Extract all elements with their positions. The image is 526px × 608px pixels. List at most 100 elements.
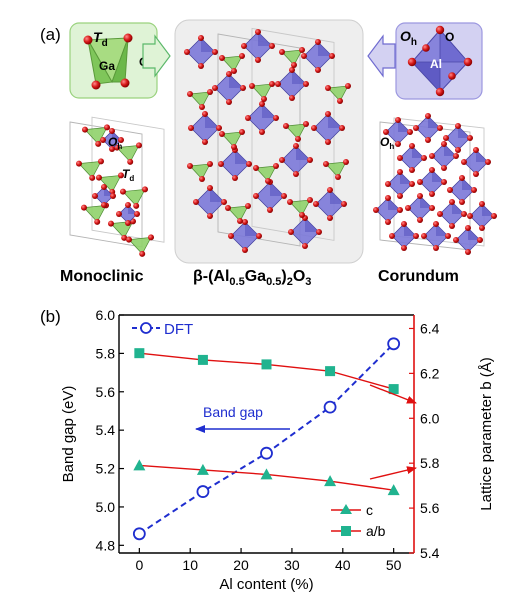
- octahedron-face: [270, 182, 284, 196]
- c-point: [133, 459, 146, 471]
- oxygen-atom: [401, 221, 407, 227]
- oxygen-atom: [231, 68, 237, 74]
- oxygen-atom: [125, 202, 131, 208]
- y-left-tick-label: 5.0: [96, 499, 116, 515]
- c-point: [196, 463, 209, 475]
- oxygen-atom: [441, 165, 447, 171]
- svg-text:Td: Td: [93, 29, 108, 49]
- tetrahedron: [78, 160, 102, 179]
- octahedron-face: [305, 218, 319, 232]
- oxygen-atom: [289, 67, 295, 73]
- oxygen-atom: [421, 233, 427, 239]
- oxygen-atom: [242, 247, 248, 253]
- oxygen-atom: [467, 135, 473, 141]
- oxygen-atom: [389, 233, 395, 239]
- oxygen-atom: [207, 161, 213, 167]
- oxygen-atom: [465, 225, 471, 231]
- oxygen-atom: [429, 167, 435, 173]
- unit-cell-edge: [393, 117, 485, 247]
- oxygen-atom: [126, 236, 132, 243]
- oxygen-atom: [273, 163, 279, 169]
- oxygen-atom: [253, 165, 259, 171]
- oxygen-atom: [397, 193, 403, 199]
- oxygen-atom: [95, 140, 102, 147]
- octahedron-face: [205, 114, 219, 128]
- y-right-tick-label: 5.6: [420, 500, 440, 516]
- c-point: [324, 475, 337, 487]
- octahedron-face: [292, 70, 306, 84]
- oxygen-atom: [142, 186, 148, 193]
- oxygen-atom: [255, 57, 261, 63]
- tetrahedron: [189, 163, 211, 180]
- oxygen-atom: [267, 207, 273, 213]
- oxygen-atom: [108, 220, 114, 227]
- legend-c-label: c: [366, 502, 373, 518]
- oxygen-atom: [89, 174, 96, 181]
- dft-point: [387, 337, 401, 351]
- oxygen-atom: [405, 205, 411, 211]
- svg-text:Oh: Oh: [108, 135, 122, 151]
- oxygen-atom: [239, 129, 245, 135]
- td-box: Td Ga O: [69, 22, 158, 99]
- octahedron-face: [458, 126, 470, 138]
- oxygen-atom: [265, 178, 271, 184]
- c-point: [260, 468, 273, 480]
- oxygen-atom: [114, 144, 120, 151]
- oxygen-atom: [193, 199, 199, 205]
- oxygen-atom: [307, 157, 313, 163]
- octahedron-face: [436, 224, 448, 236]
- octahedron-face: [420, 196, 432, 208]
- oxygen-atom: [441, 141, 447, 147]
- x-tick-label: 10: [182, 557, 198, 573]
- oxygen-atom: [441, 179, 447, 185]
- mono-td-symbol: T: [122, 167, 131, 181]
- octahedron-face: [398, 120, 410, 132]
- oxygen-atom: [409, 143, 415, 149]
- y-left-tick-label: 6.0: [96, 307, 116, 323]
- oxygen-atom: [409, 167, 415, 173]
- oxygen-atom: [397, 207, 403, 213]
- oxygen-atom: [299, 47, 305, 53]
- tetrahedron: [221, 55, 243, 72]
- x-tick-label: 20: [233, 557, 249, 573]
- oxygen-atom: [313, 201, 319, 207]
- oxygen-atom: [202, 139, 208, 145]
- oxygen-atom: [101, 184, 107, 190]
- octahedron-face: [201, 38, 215, 52]
- octahedron-face: [412, 146, 424, 158]
- oxygen-atom: [479, 201, 485, 207]
- green-arrow: [142, 34, 171, 78]
- oxygen-atom: [293, 143, 299, 149]
- oxygen-atom: [491, 213, 497, 219]
- oh-symbol: O: [400, 28, 411, 44]
- oxygen-atom: [148, 234, 154, 241]
- oxygen-atom: [459, 175, 465, 181]
- ga-label: Ga: [99, 59, 115, 73]
- oxygen-atom: [219, 131, 225, 137]
- octahedron-face: [245, 222, 259, 236]
- dft-point: [132, 527, 146, 541]
- oxygen-atom: [92, 193, 98, 199]
- oxygen-atom: [373, 207, 379, 213]
- oxygen-atom: [259, 101, 265, 107]
- oxygen-atom: [259, 129, 265, 135]
- oxygen-atom: [433, 245, 439, 251]
- oxygen-atom: [459, 199, 465, 205]
- oxygen-atom: [289, 95, 295, 101]
- oxygen-atom: [397, 169, 403, 175]
- mono-td-subscript: d: [129, 174, 134, 183]
- octahedron-face: [476, 150, 488, 162]
- y-right-tick-label: 5.8: [420, 455, 440, 471]
- oxygen-atom: [407, 129, 413, 135]
- oxygen-atom: [299, 212, 305, 218]
- legend-ab-label: a/b: [366, 523, 386, 539]
- oxygen-atom: [401, 245, 407, 251]
- octahedron-face: [452, 202, 464, 214]
- oxygen-atom: [413, 233, 419, 239]
- oxygen-atom: [226, 99, 232, 105]
- oxygen-atom: [323, 161, 329, 167]
- oxygen-atom: [118, 137, 124, 143]
- tetrahedron: [251, 83, 273, 100]
- oxygen-atom: [118, 172, 124, 179]
- td-symbol: T: [93, 29, 103, 45]
